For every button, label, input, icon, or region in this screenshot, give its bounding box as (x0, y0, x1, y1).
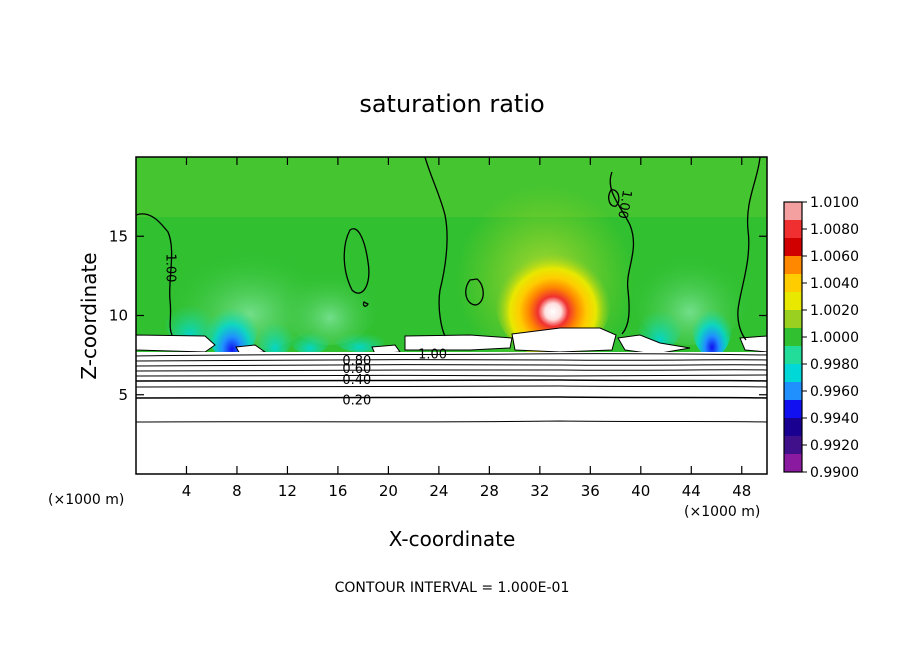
y-tick-label: 15 (109, 227, 128, 245)
colorbar-swatch (784, 454, 802, 473)
contour-interval-note: CONTOUR INTERVAL = 1.000E-01 (335, 580, 570, 596)
colorbar-swatch (784, 292, 802, 311)
contour-label: 0.20 (342, 394, 371, 409)
colorbar-swatch (784, 256, 802, 275)
saturation-contours (136, 157, 761, 341)
colorbar-swatch (784, 220, 802, 239)
colorbar-swatch (784, 364, 802, 383)
subsaturated-streak (206, 290, 258, 360)
colorbar-swatch (784, 238, 802, 257)
subsaturated-streak (638, 300, 682, 350)
colorbar-level-label: 0.9980 (810, 357, 859, 373)
x-tick-label: 28 (480, 482, 499, 500)
colorbar-level-label: 1.0040 (810, 276, 859, 292)
subsaturated-streak (257, 313, 293, 357)
colorbar-swatch (784, 436, 802, 455)
x-unit-left: (×1000 m) (48, 492, 124, 508)
x-tick-label: 32 (530, 482, 549, 500)
x-tick-label: 20 (379, 482, 398, 500)
x-axis-label: X-coordinate (389, 527, 516, 551)
x-tick-label: 8 (232, 482, 242, 500)
pale-plume (280, 255, 380, 345)
lower-layer (136, 352, 767, 474)
colorbar-level-label: 1.0080 (810, 222, 859, 238)
field-upper-tint (136, 157, 767, 217)
x-tick-label: 36 (581, 482, 600, 500)
colorbar-level-label: 1.0100 (810, 195, 859, 211)
x-unit-right: (×1000 m) (684, 504, 760, 520)
x-tick-label: 40 (631, 482, 650, 500)
colorbar-swatch (784, 400, 802, 419)
colorbar-swatch (784, 310, 802, 329)
y-tick-label: 10 (109, 307, 128, 325)
cloud-white-region (136, 327, 767, 355)
colorbar-level-label: 0.9920 (810, 438, 859, 454)
subsaturated-streak (165, 295, 215, 345)
colorbar-level-label: 0.9940 (810, 411, 859, 427)
x-tick-label: 12 (278, 482, 297, 500)
x-tick-label: 16 (328, 482, 347, 500)
colorbar: 1.0100 1.0080 1.0060 1.0040 1.0020 1.0000 0.99… (783, 195, 859, 481)
x-tick-label: 44 (682, 482, 701, 500)
plot-area (136, 157, 767, 474)
chart-title: saturation ratio (359, 90, 544, 118)
x-tick-label: 48 (732, 482, 751, 500)
contour-label: 1.00 (614, 189, 634, 220)
subsaturated-streak (290, 326, 330, 354)
lower-contours (136, 353, 767, 423)
contour-label: 0.80 (342, 354, 371, 369)
contour-label: 0.40 (342, 373, 371, 388)
colorbar-level-label: 1.0060 (810, 249, 859, 265)
y-tick-label: 5 (118, 386, 128, 404)
colorbar-swatch (784, 346, 802, 365)
colorbar-swatch (784, 328, 802, 347)
colorbar-level-label: 1.0020 (810, 303, 859, 319)
subsaturated-streak (692, 293, 732, 357)
colorbar-swatch (784, 418, 802, 437)
colorbar-swatch (784, 382, 802, 401)
x-axis-ticks: 4 8 12 16 20 24 28 32 36 40 44 48 (182, 157, 751, 500)
x-tick-label: 24 (429, 482, 448, 500)
colorbar-level-label: 0.9960 (810, 384, 859, 400)
x-tick-label: 4 (182, 482, 192, 500)
y-axis-label: Z-coordinate (77, 252, 101, 379)
colorbar-swatch (784, 202, 802, 221)
colorbar-level-label: 1.0000 (810, 330, 859, 346)
contour-labels: 1.00 1.00 1.00 0.800.600.40 0.20 (162, 189, 634, 409)
y-axis-ticks: 5 10 15 (109, 227, 767, 404)
contour-label: 0.60 (342, 362, 371, 377)
colorbar-level-label: 0.9900 (810, 465, 859, 481)
contour-label: 1.00 (162, 253, 177, 282)
colorbar-swatch (784, 274, 802, 293)
contour-label: 1.00 (418, 348, 447, 363)
subsaturated-streak (335, 328, 385, 352)
